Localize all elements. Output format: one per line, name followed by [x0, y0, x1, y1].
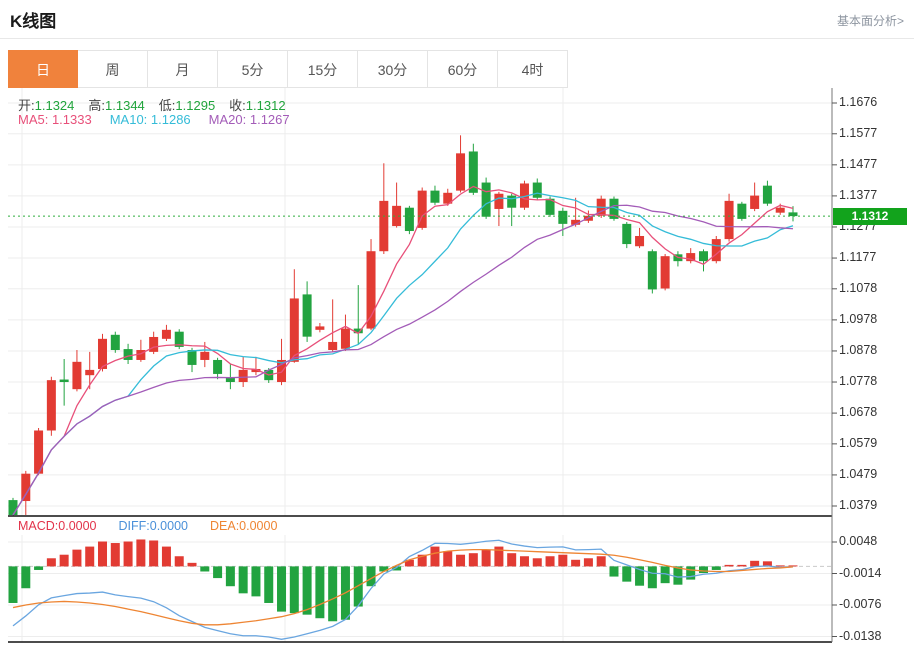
price-axis-label: 1.0678	[839, 405, 878, 420]
tab-day[interactable]: 日	[8, 50, 78, 88]
open-label: 开:	[18, 98, 35, 113]
ma5-legend: MA5: 1.1333	[18, 112, 92, 127]
macd-legend: MACD:0.0000	[18, 519, 97, 533]
dea-legend: DEA:0.0000	[210, 519, 278, 533]
price-axis-label: 1.0978	[839, 311, 878, 326]
current-price-badge: 1.1312	[833, 208, 907, 225]
ohlc-row: 开:1.1324 高:1.1344 低:1.1295 收:1.1312	[18, 95, 300, 114]
price-axis-label: 1.0579	[839, 435, 878, 450]
tab-week[interactable]: 周	[78, 50, 148, 88]
macd-axis-label: -0.0138	[839, 628, 882, 643]
price-axis-label: 1.1577	[839, 125, 878, 140]
price-axis-label: 1.0878	[839, 342, 878, 357]
tab-5min[interactable]: 5分	[218, 50, 288, 88]
price-axis-label: 1.1377	[839, 187, 878, 202]
page-title: K线图	[10, 12, 57, 31]
high-label: 高:	[88, 98, 106, 113]
tab-30min[interactable]: 30分	[358, 50, 428, 88]
macd-axis-label: -0.0076	[839, 597, 882, 611]
low-value: 1.1295	[175, 98, 216, 113]
close-value: 1.1312	[245, 98, 286, 113]
header-divider	[0, 38, 914, 39]
macd-axis-label: 0.0048	[839, 534, 878, 548]
macd-legend-row: MACD:0.0000 DIFF:0.0000 DEA:0.0000	[18, 519, 299, 533]
price-axis-label: 1.1177	[839, 250, 877, 265]
ma10-legend: MA10: 1.1286	[109, 112, 191, 127]
ma20-legend: MA20: 1.1267	[208, 112, 290, 127]
macd-axis-label: -0.0014	[839, 565, 882, 580]
price-axis-label: 1.0379	[839, 498, 878, 512]
ma-legend-row: MA5: 1.1333 MA10: 1.1286 MA20: 1.1267	[18, 112, 308, 127]
close-label: 收:	[229, 98, 246, 113]
price-axis-label: 1.1477	[839, 156, 878, 171]
tab-15min[interactable]: 15分	[288, 50, 358, 88]
tab-60min[interactable]: 60分	[428, 50, 498, 88]
open-value: 1.1324	[34, 98, 75, 113]
tab-month[interactable]: 月	[148, 50, 218, 88]
price-axis-label: 1.0778	[839, 374, 878, 389]
price-axis-label: 1.1078	[839, 280, 878, 295]
price-axis-label: 1.1676	[839, 95, 878, 109]
high-value: 1.1344	[105, 98, 145, 113]
period-tab-bar: 日周月 5分 15分 30分 60分 4时	[8, 50, 568, 88]
tab-4hour[interactable]: 4时	[498, 50, 568, 88]
diff-legend: DIFF:0.0000	[118, 519, 188, 533]
fundamental-analysis-link[interactable]: 基本面分析>	[836, 14, 904, 28]
low-label: 低:	[158, 98, 176, 113]
price-axis-label: 1.0479	[839, 466, 878, 481]
